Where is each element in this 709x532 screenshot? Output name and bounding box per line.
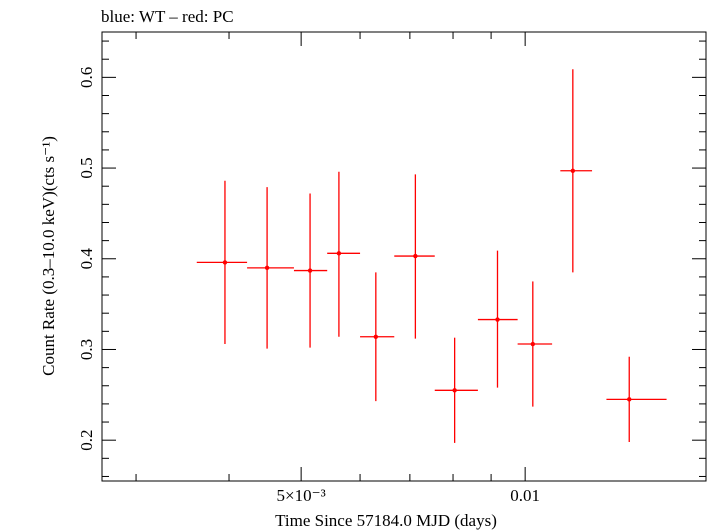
y-axis: 0.2 0.3 0.4 0.5 0.6 <box>77 40 706 477</box>
point-marker <box>336 251 342 256</box>
point-marker <box>373 334 379 339</box>
data-point <box>434 337 478 443</box>
x-tick-label: 0.01 <box>510 486 540 505</box>
y-tick-label: 0.6 <box>77 67 96 88</box>
data-series <box>196 69 667 443</box>
x-axis-label: Time Since 57184.0 MJD (days) <box>275 511 497 530</box>
point-marker <box>264 265 270 271</box>
y-tick-label: 0.2 <box>77 430 96 451</box>
y-tick-label: 0.4 <box>77 248 96 270</box>
data-point <box>360 272 395 402</box>
point-marker <box>495 317 500 322</box>
data-point <box>606 356 667 442</box>
data-point <box>327 171 361 337</box>
y-tick-label: 0.3 <box>77 339 96 360</box>
data-point <box>293 193 328 348</box>
point-marker <box>307 268 313 273</box>
x-tick-label: 5×10⁻³ <box>277 486 326 505</box>
y-axis-label: Count Rate (0.3–10.0 keV)(cts s⁻¹) <box>39 136 58 376</box>
point-marker <box>452 388 457 393</box>
data-point <box>517 281 553 407</box>
data-point <box>196 180 248 345</box>
x-axis: 5×10⁻³ 0.01 <box>135 32 540 505</box>
point-marker <box>627 397 632 402</box>
point-marker <box>413 253 418 259</box>
point-marker <box>570 168 576 173</box>
chart-title: blue: WT – red: PC <box>101 7 234 26</box>
y-tick-label: 0.5 <box>77 157 96 178</box>
data-point <box>560 69 593 273</box>
data-point <box>247 187 294 349</box>
plot-frame <box>101 31 707 482</box>
data-point <box>477 250 518 388</box>
data-point <box>394 174 435 339</box>
point-marker <box>530 341 536 347</box>
point-marker <box>222 260 228 265</box>
